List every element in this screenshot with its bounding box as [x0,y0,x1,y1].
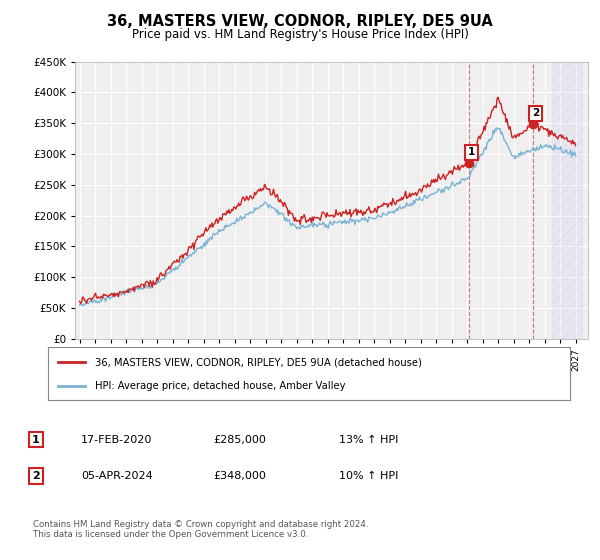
Text: 17-FEB-2020: 17-FEB-2020 [81,435,152,445]
Text: 2: 2 [532,108,539,118]
Text: 1: 1 [32,435,40,445]
Text: 10% ↑ HPI: 10% ↑ HPI [339,471,398,481]
Text: 36, MASTERS VIEW, CODNOR, RIPLEY, DE5 9UA (detached house): 36, MASTERS VIEW, CODNOR, RIPLEY, DE5 9U… [95,357,422,367]
Text: 2: 2 [32,471,40,481]
Text: Price paid vs. HM Land Registry's House Price Index (HPI): Price paid vs. HM Land Registry's House … [131,28,469,41]
Text: 05-APR-2024: 05-APR-2024 [81,471,153,481]
Text: 13% ↑ HPI: 13% ↑ HPI [339,435,398,445]
Text: £348,000: £348,000 [213,471,266,481]
Text: £285,000: £285,000 [213,435,266,445]
Bar [553,62,583,339]
Text: 36, MASTERS VIEW, CODNOR, RIPLEY, DE5 9UA: 36, MASTERS VIEW, CODNOR, RIPLEY, DE5 9U… [107,14,493,29]
Text: HPI: Average price, detached house, Amber Valley: HPI: Average price, detached house, Ambe… [95,380,346,390]
Text: Contains HM Land Registry data © Crown copyright and database right 2024.
This d: Contains HM Land Registry data © Crown c… [33,520,368,539]
Text: 1: 1 [467,147,475,157]
